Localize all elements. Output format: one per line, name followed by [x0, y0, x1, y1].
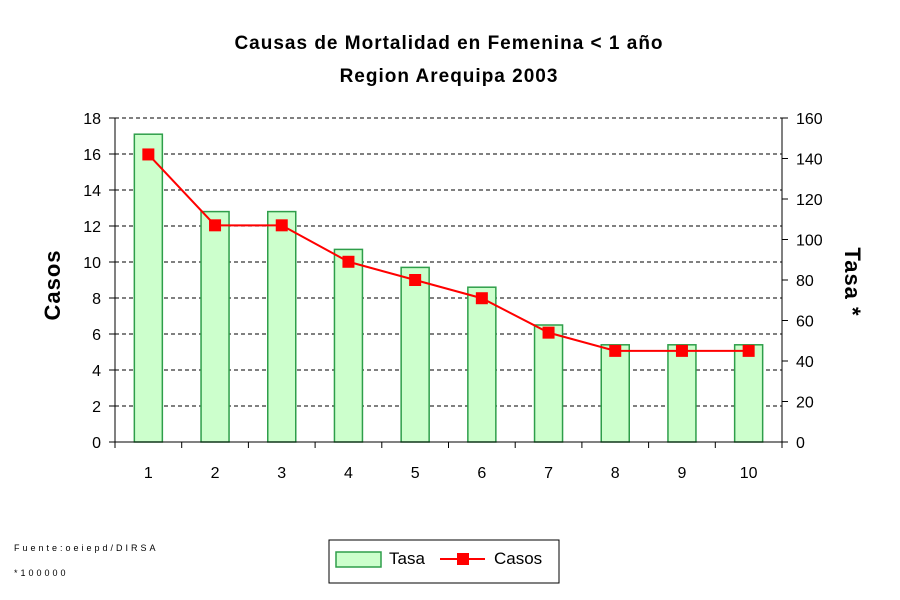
x-tick-label: 3 [277, 465, 286, 482]
x-tick-label: 2 [211, 465, 220, 482]
casos-point [142, 148, 155, 161]
chart-title: Causas de Mortalidad en Femenina < 1 año [234, 33, 663, 54]
bar-tasa [467, 286, 497, 443]
bar-tasa [267, 210, 297, 443]
y-tick-label: 8 [92, 291, 101, 308]
y-tick-label: 6 [92, 327, 101, 344]
y-tick-label: 10 [83, 255, 101, 272]
y2-tick-label: 80 [796, 273, 814, 290]
rate-note: *100000 [14, 568, 69, 578]
bar-tasa [733, 344, 764, 443]
y-tick-label: 0 [92, 435, 101, 452]
casos-line-path [147, 153, 749, 352]
bar-tasa [333, 248, 364, 443]
legend-marker-swatch [457, 553, 469, 565]
legend-line-label: Casos [494, 549, 542, 568]
bar-tasa [133, 133, 164, 443]
legend: Tasa Casos [328, 539, 560, 584]
y2-tick-label: 160 [796, 111, 823, 128]
casos-point [675, 344, 688, 357]
y2-tick-label: 100 [796, 233, 823, 250]
casos-point [542, 326, 555, 339]
source-note: Fuente:oeiepd/DIRSA [14, 543, 159, 553]
chart-subtitle: Region Arequipa 2003 [340, 66, 559, 87]
casos-point [609, 344, 622, 357]
casos-point [342, 255, 355, 268]
x-tick-label: 9 [677, 465, 686, 482]
y2-axis-title: Tasa * [840, 247, 865, 316]
x-tick-label: 10 [740, 465, 758, 482]
y-tick-label: 18 [83, 111, 101, 128]
y2-tick-label: 40 [796, 354, 814, 371]
y2-tick-label: 0 [796, 435, 805, 452]
y-tick-label: 4 [92, 363, 101, 380]
x-tick-label: 7 [544, 465, 553, 482]
casos-point [209, 219, 222, 232]
y2-tick-label: 60 [796, 314, 814, 331]
y-axis-title: Casos [40, 249, 65, 320]
casos-point [275, 219, 288, 232]
bar-tasa [200, 210, 230, 443]
x-tick-label: 5 [411, 465, 420, 482]
bar-tasa [533, 324, 564, 443]
casos-point [409, 274, 422, 286]
x-tick-label: 4 [344, 465, 353, 482]
x-tick-label: 6 [477, 465, 486, 482]
y-tick-label: 16 [83, 147, 101, 164]
casos-point [742, 344, 755, 357]
legend-bar-swatch [335, 551, 382, 568]
y2-tick-label: 140 [796, 152, 823, 169]
bar-tasa [600, 344, 630, 443]
x-tick-label: 8 [611, 465, 620, 482]
bars [133, 133, 764, 443]
bar-tasa [667, 344, 697, 443]
y2-tick-label: 120 [796, 192, 823, 209]
y2-tick-label: 20 [796, 395, 814, 412]
y-tick-label: 12 [83, 219, 101, 236]
legend-bar-label: Tasa [389, 549, 425, 568]
y-tick-label: 2 [92, 399, 101, 416]
bar-tasa [400, 266, 430, 443]
x-tick-label: 1 [144, 465, 153, 482]
casos-point [475, 292, 488, 305]
y-tick-label: 14 [83, 183, 101, 200]
casos-line [142, 148, 755, 357]
